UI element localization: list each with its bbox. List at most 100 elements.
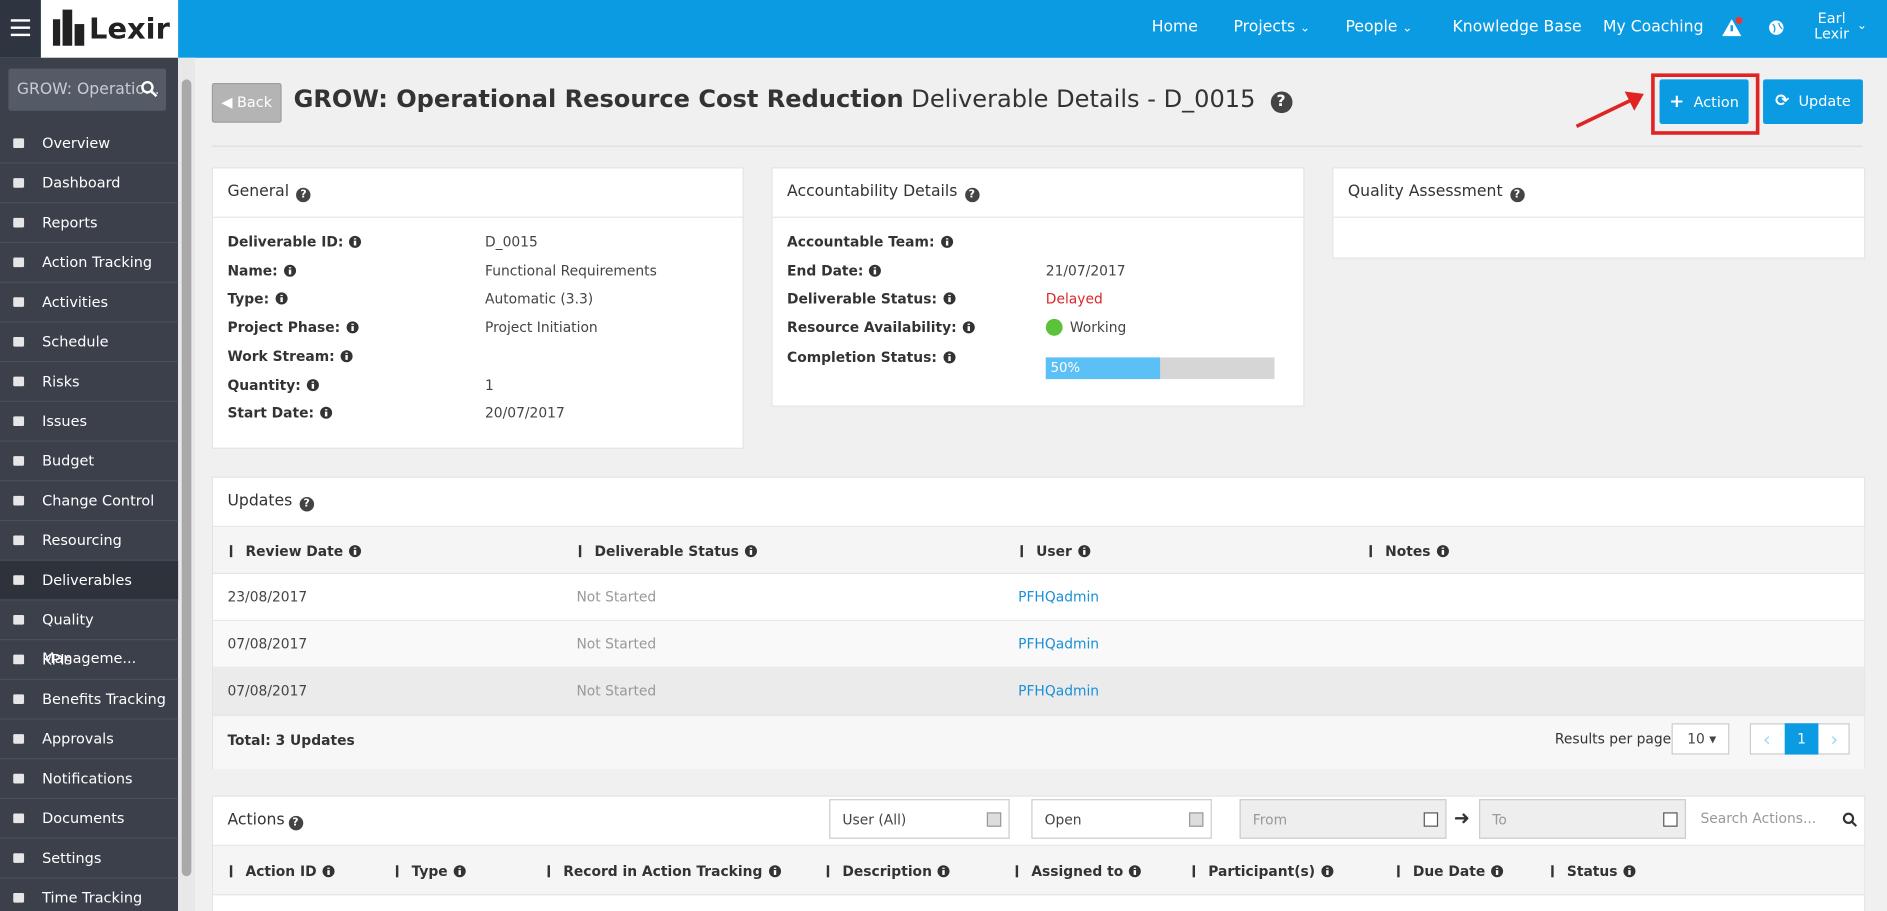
page-size-select[interactable]: 10 ▾: [1671, 723, 1730, 755]
table-header: [213, 527, 1865, 575]
sidebar-item[interactable]: Risks: [0, 362, 179, 402]
info-icon: [340, 349, 353, 362]
card-title: Accountability Details: [787, 182, 958, 201]
card-title: Updates: [227, 492, 293, 511]
sort-icon: [227, 545, 235, 558]
project-search[interactable]: GROW: Operatio...: [8, 68, 167, 111]
info-icon: [1436, 545, 1449, 558]
nav-link[interactable]: Knowledge Base: [1453, 0, 1582, 58]
column-header[interactable]: Record in Action Tracking: [545, 863, 781, 880]
updates-card: Updates? Total: 3 Updates Results per pa…: [211, 476, 1866, 769]
sidebar-label: Resourcing: [42, 531, 122, 549]
sidebar-item[interactable]: Schedule: [0, 323, 179, 363]
accountability-card: Accountability Details? Completion Statu…: [771, 167, 1305, 407]
column-header[interactable]: Type: [393, 863, 466, 880]
search-icon: [1842, 812, 1857, 827]
from-date[interactable]: From: [1239, 799, 1447, 839]
sort-icon: [1190, 865, 1198, 878]
nav-link[interactable]: Projects ⌄: [1234, 0, 1311, 58]
column-header[interactable]: Action ID: [227, 863, 335, 880]
sort-icon: [824, 865, 832, 878]
column-header[interactable]: User: [1018, 543, 1090, 560]
column-header[interactable]: Assigned to: [1013, 863, 1142, 880]
info-icon: [453, 865, 466, 878]
alerts-icon[interactable]: [1721, 16, 1745, 41]
field-label-text: Resource Availability:: [787, 319, 957, 336]
scrollbar[interactable]: [178, 57, 195, 911]
sidebar-icon: [13, 178, 25, 188]
nav-link[interactable]: Home: [1152, 0, 1198, 58]
field-label: Completion Status:: [787, 349, 955, 366]
action-button[interactable]: + Action: [1659, 79, 1749, 124]
to-placeholder: To: [1492, 811, 1507, 828]
column-title: User: [1036, 542, 1072, 560]
info-icon: [320, 406, 333, 420]
sidebar-icon: [13, 257, 25, 268]
user-link[interactable]: PFHQadmin: [1018, 588, 1100, 606]
field-label: Start Date:: [227, 404, 333, 422]
sidebar-item[interactable]: Issues: [0, 402, 179, 442]
field-value: 21/07/2017: [1045, 261, 1126, 279]
column-header[interactable]: Due Date: [1394, 863, 1504, 880]
sidebar-item[interactable]: Budget: [0, 442, 179, 482]
field-label-text: Deliverable ID:: [227, 233, 344, 251]
user-menu[interactable]: Earl Lexir: [1814, 9, 1850, 43]
column-title: Description: [842, 862, 932, 880]
sidebar-item[interactable]: Resourcing: [0, 521, 179, 561]
sidebar-item[interactable]: Documents: [0, 799, 179, 839]
sidebar-item[interactable]: Change Control: [0, 481, 179, 522]
column-header[interactable]: Description: [824, 863, 950, 880]
sidebar-item[interactable]: Quality Manageme...: [0, 601, 179, 667]
status-filter[interactable]: Open: [1031, 799, 1212, 839]
sidebar-item[interactable]: Action Tracking: [0, 243, 179, 283]
sidebar-item[interactable]: Benefits Tracking: [0, 680, 179, 720]
column-header[interactable]: Participant(s): [1190, 863, 1334, 880]
field-value: D_0015: [484, 233, 538, 251]
field-label: Deliverable ID:: [227, 233, 362, 251]
sidebar-icon: [13, 892, 25, 903]
info-icon: [1077, 545, 1090, 558]
sidebar-item[interactable]: Deliverables: [0, 560, 179, 601]
to-date[interactable]: To: [1479, 799, 1687, 839]
prev-page[interactable]: ‹: [1763, 728, 1771, 751]
column-header[interactable]: Review Date: [227, 543, 362, 560]
nav-link[interactable]: People ⌄: [1345, 0, 1412, 58]
logo[interactable]: Lexir: [40, 0, 179, 58]
sidebar-item[interactable]: Notifications: [0, 759, 179, 800]
info-icon: [962, 321, 975, 334]
language-icon[interactable]: [1768, 19, 1785, 36]
sidebar-icon: [13, 575, 25, 585]
field-label-text: Start Date:: [227, 404, 315, 422]
back-button[interactable]: ◀ Back: [211, 83, 282, 123]
sidebar-item[interactable]: Approvals: [0, 720, 179, 760]
sidebar-item[interactable]: Reports: [0, 203, 179, 244]
user-caret: ⌄: [1856, 19, 1868, 33]
sidebar-item[interactable]: Settings: [0, 839, 179, 879]
sidebar-label: Reports: [42, 214, 98, 232]
menu-toggle[interactable]: [0, 0, 41, 58]
column-header[interactable]: Status: [1548, 863, 1636, 880]
user-link[interactable]: PFHQadmin: [1018, 635, 1100, 653]
sidebar-item[interactable]: KPIs: [0, 640, 179, 680]
field-label: End Date:: [787, 262, 882, 279]
next-page[interactable]: ›: [1830, 728, 1839, 751]
info-icon: [943, 292, 956, 305]
action-search[interactable]: Search Actions...: [1688, 799, 1865, 839]
sidebar-icon: [13, 654, 25, 665]
sidebar-item[interactable]: Time Tracking: [0, 879, 178, 911]
sidebar-item[interactable]: Dashboard: [0, 164, 179, 204]
sidebar-item[interactable]: Overview: [0, 124, 179, 164]
progress-track: 50%: [1045, 357, 1275, 380]
sidebar-item[interactable]: Activities: [0, 283, 179, 323]
user-filter[interactable]: User (All): [829, 799, 1010, 839]
table-cell: 07/08/2017: [227, 682, 308, 700]
nav-link[interactable]: My Coaching: [1603, 0, 1704, 58]
sidebar-label: Benefits Tracking: [42, 690, 166, 708]
column-header[interactable]: Notes: [1367, 543, 1449, 560]
current-page[interactable]: 1: [1784, 723, 1819, 755]
column-header[interactable]: Deliverable Status: [576, 543, 757, 560]
sort-icon: [227, 865, 235, 878]
divider: [211, 145, 1863, 147]
user-link[interactable]: PFHQadmin: [1018, 682, 1100, 700]
update-button[interactable]: ⟳ Update: [1763, 79, 1863, 124]
